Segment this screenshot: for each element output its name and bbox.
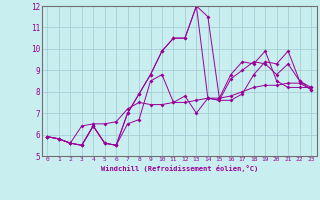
X-axis label: Windchill (Refroidissement éolien,°C): Windchill (Refroidissement éolien,°C) bbox=[100, 165, 258, 172]
